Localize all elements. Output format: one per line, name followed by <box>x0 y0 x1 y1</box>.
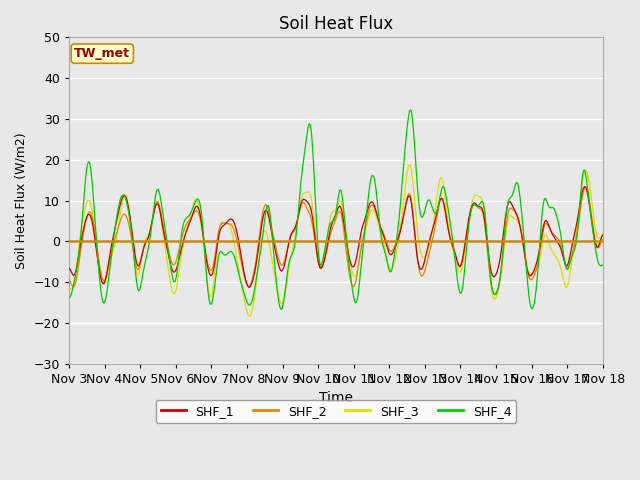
Y-axis label: Soil Heat Flux (W/m2): Soil Heat Flux (W/m2) <box>15 132 28 269</box>
Text: TW_met: TW_met <box>74 47 131 60</box>
Title: Soil Heat Flux: Soil Heat Flux <box>279 15 393 33</box>
X-axis label: Time: Time <box>319 391 353 405</box>
Legend: SHF_1, SHF_2, SHF_3, SHF_4: SHF_1, SHF_2, SHF_3, SHF_4 <box>156 400 516 423</box>
